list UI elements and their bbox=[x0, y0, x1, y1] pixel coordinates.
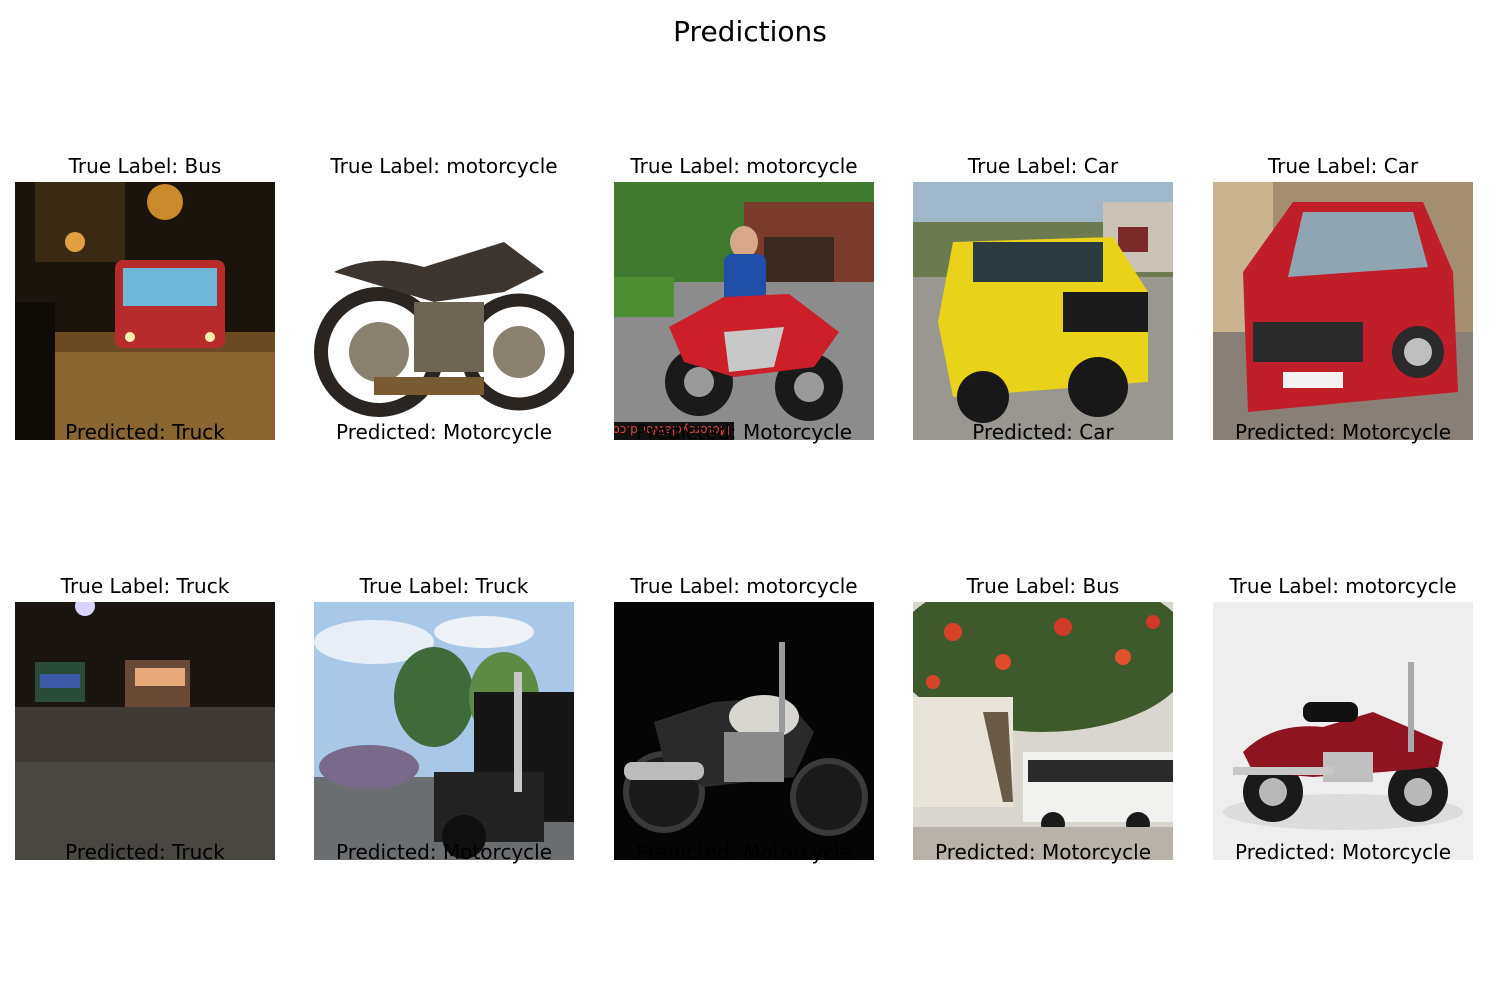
true-label: True Label: Car bbox=[1267, 154, 1419, 178]
predicted-label: Predicted: Motorcycle bbox=[635, 420, 853, 444]
silver-motorcycle-photo bbox=[614, 602, 874, 860]
predicted-label: Predicted: Motorcycle bbox=[1234, 420, 1452, 444]
true-label: True Label: motorcycle bbox=[630, 574, 858, 598]
true-label: True Label: Truck bbox=[60, 574, 230, 598]
true-label: True Label: motorcycle bbox=[630, 154, 858, 178]
bus-night-photo bbox=[15, 182, 275, 440]
red-cruiser-motorcycle-photo bbox=[1213, 602, 1473, 860]
predicted-label: Predicted: Truck bbox=[65, 840, 225, 864]
truck-night-photo bbox=[15, 602, 275, 860]
predicted-label: Predicted: Motorcycle bbox=[335, 840, 553, 864]
yellow-suv-photo bbox=[913, 182, 1173, 440]
figure-title: Predictions bbox=[673, 15, 827, 48]
predicted-label: Predicted: Motorcycle bbox=[934, 840, 1152, 864]
predicted-label: Predicted: Car bbox=[972, 420, 1114, 444]
true-label: True Label: Car bbox=[967, 154, 1119, 178]
true-label: True Label: motorcycle bbox=[1229, 574, 1457, 598]
true-label: True Label: Truck bbox=[359, 574, 529, 598]
predicted-label: Predicted: Truck bbox=[65, 420, 225, 444]
sport-motorcycle-photo: MotorcycleWorld.com bbox=[614, 182, 874, 440]
true-label: True Label: Bus bbox=[966, 574, 1120, 598]
vintage-motorcycle-photo bbox=[314, 182, 574, 440]
true-label: True Label: Bus bbox=[68, 154, 222, 178]
predicted-label: Predicted: Motorcycle bbox=[1234, 840, 1452, 864]
watermark-text: MotorcycleWorld.com bbox=[614, 423, 730, 437]
predicted-label: Predicted: Motorcycle bbox=[335, 420, 553, 444]
semi-truck-photo bbox=[314, 602, 574, 860]
bus-under-tree-photo bbox=[913, 602, 1173, 860]
true-label: True Label: motorcycle bbox=[330, 154, 558, 178]
predicted-label: Predicted: Motorcycle bbox=[635, 840, 853, 864]
red-hatchback-photo bbox=[1213, 182, 1473, 440]
